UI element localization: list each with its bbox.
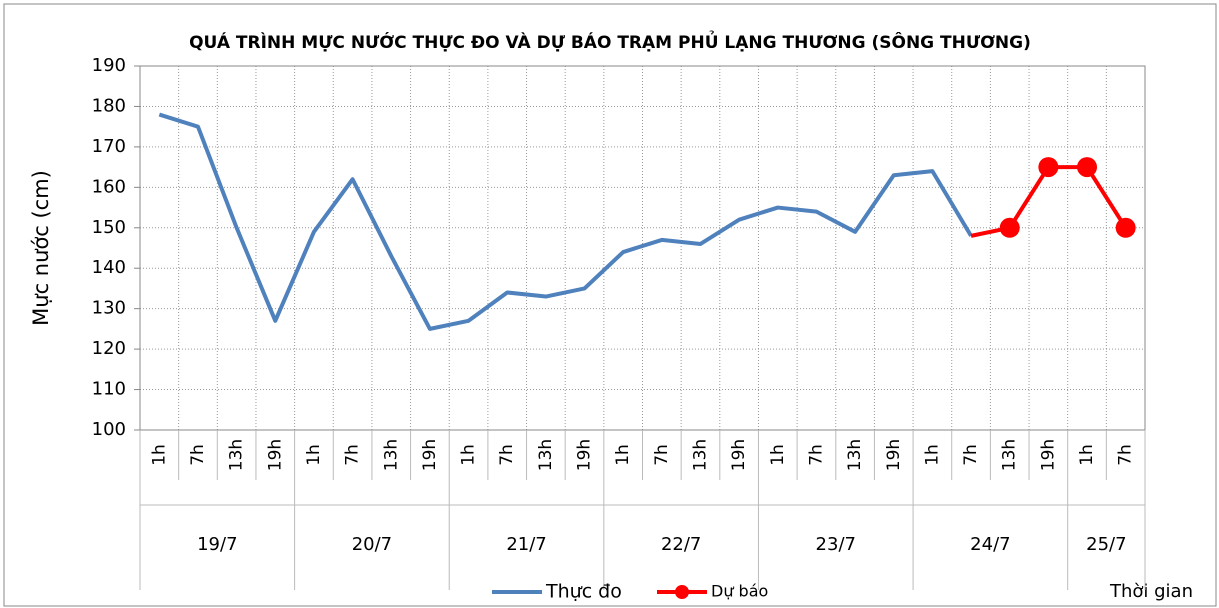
y-tick-label: 110 bbox=[92, 379, 126, 400]
x-group-label: 25/7 bbox=[1086, 534, 1126, 555]
series-marker bbox=[1115, 217, 1136, 238]
chart-frame bbox=[3, 3, 1217, 607]
x-tick-label: 19h bbox=[265, 439, 285, 471]
y-tick-label: 190 bbox=[92, 55, 126, 76]
x-tick-label: 1h bbox=[304, 444, 324, 466]
y-tick-label: 130 bbox=[92, 298, 126, 319]
series-marker bbox=[999, 217, 1020, 238]
x-group-label: 24/7 bbox=[970, 534, 1010, 555]
x-tick-label: 13h bbox=[536, 439, 556, 471]
legend-label: Thực đo bbox=[545, 581, 622, 603]
x-tick-label: 7h bbox=[343, 444, 363, 466]
x-axis-label: Thời gian bbox=[1109, 581, 1193, 602]
x-tick-label: 7h bbox=[497, 444, 517, 466]
x-tick-label: 19h bbox=[1038, 439, 1058, 471]
series-marker bbox=[1077, 157, 1098, 178]
x-tick-label: 7h bbox=[806, 444, 826, 466]
legend-marker bbox=[675, 585, 689, 599]
x-tick-label: 1h bbox=[768, 444, 788, 466]
x-tick-label: 13h bbox=[227, 439, 247, 471]
y-tick-label: 140 bbox=[92, 257, 126, 278]
x-tick-label: 13h bbox=[1000, 439, 1020, 471]
legend-label: Dự báo bbox=[711, 582, 768, 601]
series-line bbox=[158, 112, 973, 331]
y-tick-label: 160 bbox=[92, 176, 126, 197]
x-tick-label: 19h bbox=[729, 439, 749, 471]
y-tick-label: 180 bbox=[92, 95, 126, 116]
x-group-label: 20/7 bbox=[352, 534, 392, 555]
x-tick-label: 19h bbox=[575, 439, 595, 471]
x-group-label: 23/7 bbox=[816, 534, 856, 555]
x-tick-label: 13h bbox=[381, 439, 401, 471]
x-group-label: 22/7 bbox=[661, 534, 701, 555]
x-tick-label: 7h bbox=[652, 444, 672, 466]
x-tick-label: 13h bbox=[845, 439, 865, 471]
x-group-label: 21/7 bbox=[506, 534, 546, 555]
series-marker bbox=[1038, 157, 1059, 178]
x-tick-label: 1h bbox=[1077, 444, 1097, 466]
x-tick-label: 19h bbox=[420, 439, 440, 471]
x-tick-label: 13h bbox=[690, 439, 710, 471]
x-tick-label: 1h bbox=[922, 444, 942, 466]
x-tick-label: 1h bbox=[459, 444, 479, 466]
y-axis-label: Mực nước (cm) bbox=[29, 170, 53, 326]
x-tick-label: 7h bbox=[1116, 444, 1136, 466]
x-tick-label: 7h bbox=[961, 444, 981, 466]
chart-title: QUÁ TRÌNH MỰC NƯỚC THỰC ĐO VÀ DỰ BÁO TRẠ… bbox=[189, 29, 1031, 53]
x-tick-label: 1h bbox=[149, 444, 169, 466]
x-tick-label: 19h bbox=[884, 439, 904, 471]
x-group-label: 19/7 bbox=[197, 534, 237, 555]
y-tick-label: 100 bbox=[92, 419, 126, 440]
x-tick-label: 7h bbox=[188, 444, 208, 466]
y-tick-label: 150 bbox=[92, 217, 126, 238]
x-tick-label: 1h bbox=[613, 444, 633, 466]
y-tick-label: 170 bbox=[92, 136, 126, 157]
y-tick-label: 120 bbox=[92, 338, 126, 359]
